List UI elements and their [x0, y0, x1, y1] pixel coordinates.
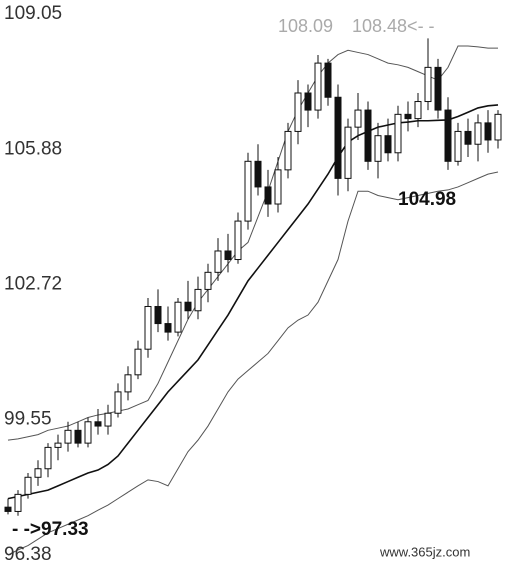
candle-body [454, 130, 462, 162]
candle-body [394, 113, 402, 154]
candle-body [314, 62, 322, 111]
candle-body [134, 348, 142, 376]
candle-body [484, 122, 492, 141]
candle-body [254, 160, 262, 188]
candle-body [414, 101, 422, 120]
candle-body [304, 92, 312, 111]
watermark: www.365jz.com [379, 544, 470, 559]
candle-body [234, 220, 242, 261]
candle-body [294, 92, 302, 132]
candle-body [164, 323, 172, 333]
candle-body [464, 130, 472, 145]
candle-body [64, 429, 72, 444]
candle-body [334, 96, 342, 179]
candle-body [84, 421, 92, 444]
candle-body [24, 476, 32, 495]
candle-body [174, 301, 182, 333]
plot-area [4, 38, 502, 556]
candle-body [74, 429, 82, 444]
candle-body [44, 446, 52, 470]
candle-body [434, 66, 442, 111]
candle-body [184, 301, 192, 312]
candle-body [374, 135, 382, 162]
y-tick-label: 96.38 [4, 544, 52, 565]
annotation: 108.09 [278, 16, 333, 36]
candle-body [384, 135, 392, 154]
y-tick-label: 105.88 [4, 138, 62, 159]
candle-body [474, 122, 482, 145]
y-tick-label: 109.05 [4, 3, 62, 24]
candle-body [354, 109, 362, 128]
candle-body [114, 391, 122, 414]
candle-body [204, 271, 212, 290]
annotation: 108.48<- - [352, 16, 435, 36]
y-tick-label: 99.55 [4, 409, 52, 430]
band-line [7, 171, 499, 556]
candle-body [54, 442, 62, 448]
band-line [7, 104, 499, 500]
y-tick-label: 102.72 [4, 273, 62, 294]
candle-body [324, 62, 332, 98]
candle-body [124, 374, 132, 393]
candle-body [104, 412, 112, 427]
candle-body [264, 186, 272, 205]
candle-body [144, 305, 152, 350]
candle-body [214, 250, 222, 273]
candle-body [14, 493, 22, 512]
candle-body [94, 421, 102, 427]
candle-body [344, 126, 352, 179]
candle-body [224, 250, 232, 261]
candle-body [424, 66, 432, 103]
annotation: - ->97.33 [12, 519, 89, 540]
candle-body [4, 506, 12, 512]
candle-body [34, 468, 42, 478]
candle-body [364, 109, 372, 162]
candle-body [444, 109, 452, 162]
band-line [7, 45, 498, 441]
candle-body [154, 305, 162, 325]
annotation: 104.98 [398, 189, 456, 210]
candle-body [284, 130, 292, 171]
candle-body [404, 113, 412, 120]
candle-body [244, 160, 252, 222]
candle-body [194, 288, 202, 312]
candle-body [494, 113, 502, 141]
candle-body [274, 169, 282, 205]
